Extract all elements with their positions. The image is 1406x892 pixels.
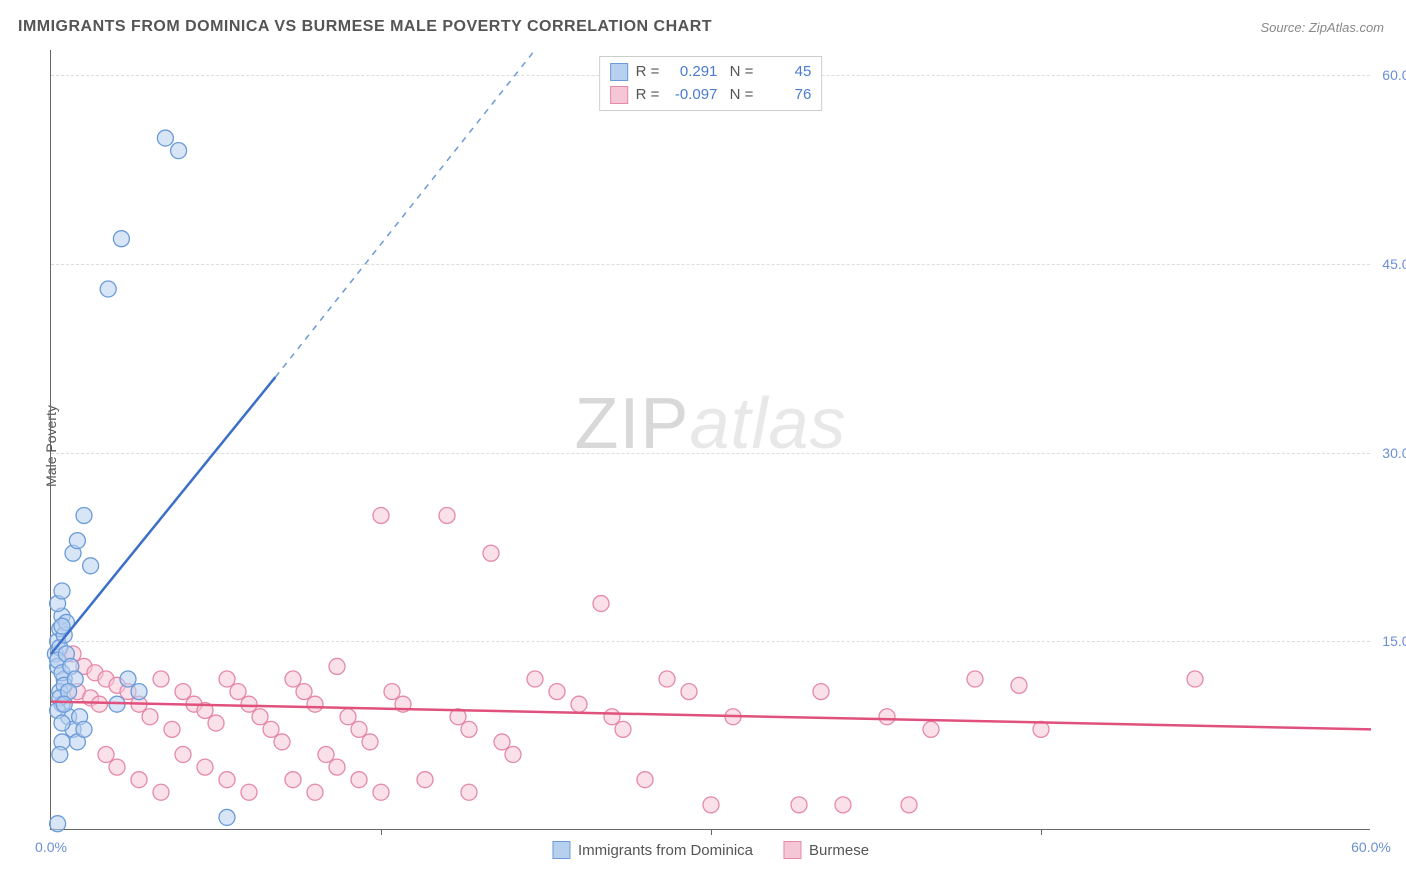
chart-title: IMMIGRANTS FROM DOMINICA VS BURMESE MALE… [18,18,712,36]
legend-item-1: Immigrants from Dominica [552,841,753,859]
swatch-series-1-icon [552,841,570,859]
legend-item-2: Burmese [783,841,869,859]
legend-label-1: Immigrants from Dominica [578,842,753,859]
stats-row-1: R = 0.291 N = 45 [610,61,812,84]
swatch-series-1 [610,63,628,81]
stats-legend-box: R = 0.291 N = 45 R = -0.097 N = 76 [599,56,823,111]
scatter-svg [51,50,1370,829]
stats-row-2: R = -0.097 N = 76 [610,84,812,107]
legend-label-2: Burmese [809,842,869,859]
swatch-series-2 [610,86,628,104]
plot-area: ZIPatlas 15.0%30.0%45.0%60.0%0.0%60.0% R… [50,50,1370,830]
bottom-legend: Immigrants from Dominica Burmese [552,841,869,859]
source-label: Source: ZipAtlas.com [1260,20,1384,35]
swatch-series-2-icon [783,841,801,859]
